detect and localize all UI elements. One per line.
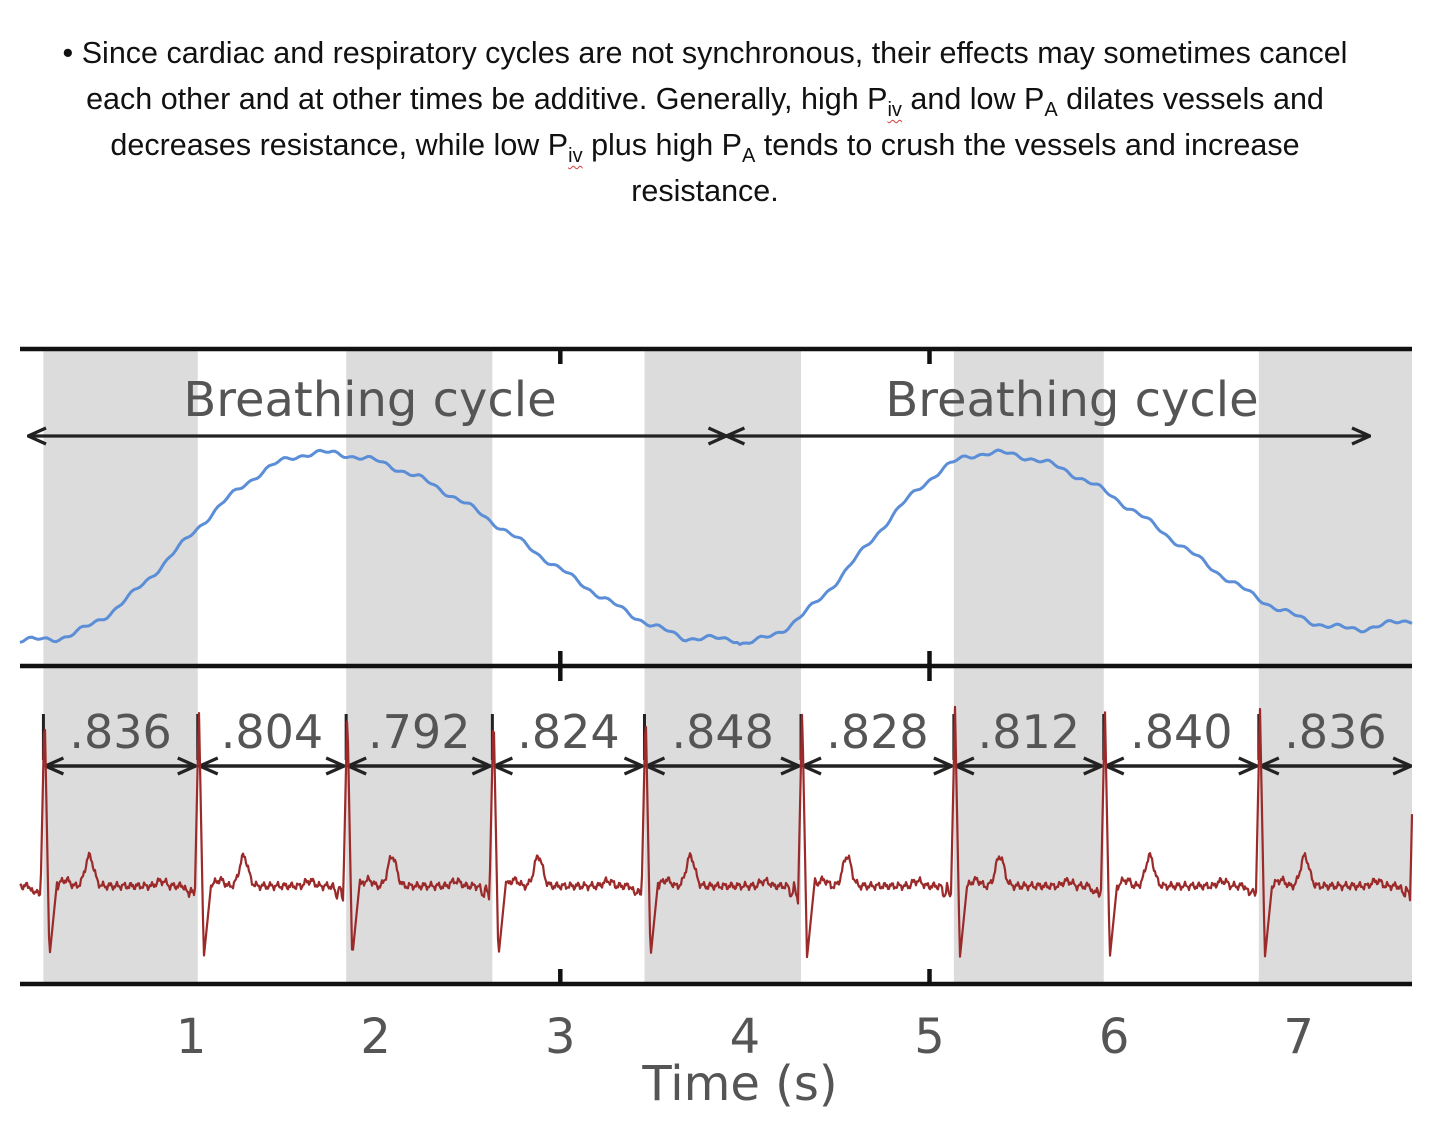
rr-interval-label: .836 xyxy=(69,705,171,759)
chart-frame xyxy=(20,346,1412,987)
rr-interval-label: .804 xyxy=(221,705,323,759)
ecg-trace xyxy=(19,705,1414,959)
x-tick-label: 5 xyxy=(914,1009,945,1065)
x-tick-label: 1 xyxy=(176,1009,207,1065)
breathing-cycle-label-1: Breathing cycle xyxy=(183,372,556,428)
x-axis-label: Time (s) xyxy=(641,1056,837,1112)
rr-interval-label: .828 xyxy=(826,705,928,759)
caption-text: • Since cardiac and respiratory cycles a… xyxy=(62,36,1348,208)
rr-interval-label: .812 xyxy=(978,705,1080,759)
x-tick-label: 3 xyxy=(545,1009,576,1065)
time-axis: Time (s) 1 2 3 4 5 6 7 xyxy=(176,1009,1314,1112)
respiration-trace xyxy=(19,448,1413,647)
breathing-cycle-arrows: Breathing cycle Breathing cycle xyxy=(28,372,1370,436)
rr-interval-label: .848 xyxy=(672,705,774,759)
rr-interval-label: .824 xyxy=(517,705,619,759)
x-tick-label: 2 xyxy=(360,1009,391,1065)
x-tick-label: 4 xyxy=(730,1009,761,1065)
rr-intervals: .836 .804 .792 .824 .848 .828 .812 .840 .836 xyxy=(41,705,1411,766)
rr-interval-label: .840 xyxy=(1130,705,1232,759)
rr-interval-label: .792 xyxy=(368,705,470,759)
breathing-cycle-label-2: Breathing cycle xyxy=(885,372,1258,428)
x-tick-label: 6 xyxy=(1099,1009,1130,1065)
rr-interval-label: .836 xyxy=(1284,705,1386,759)
x-tick-label: 7 xyxy=(1283,1009,1314,1065)
